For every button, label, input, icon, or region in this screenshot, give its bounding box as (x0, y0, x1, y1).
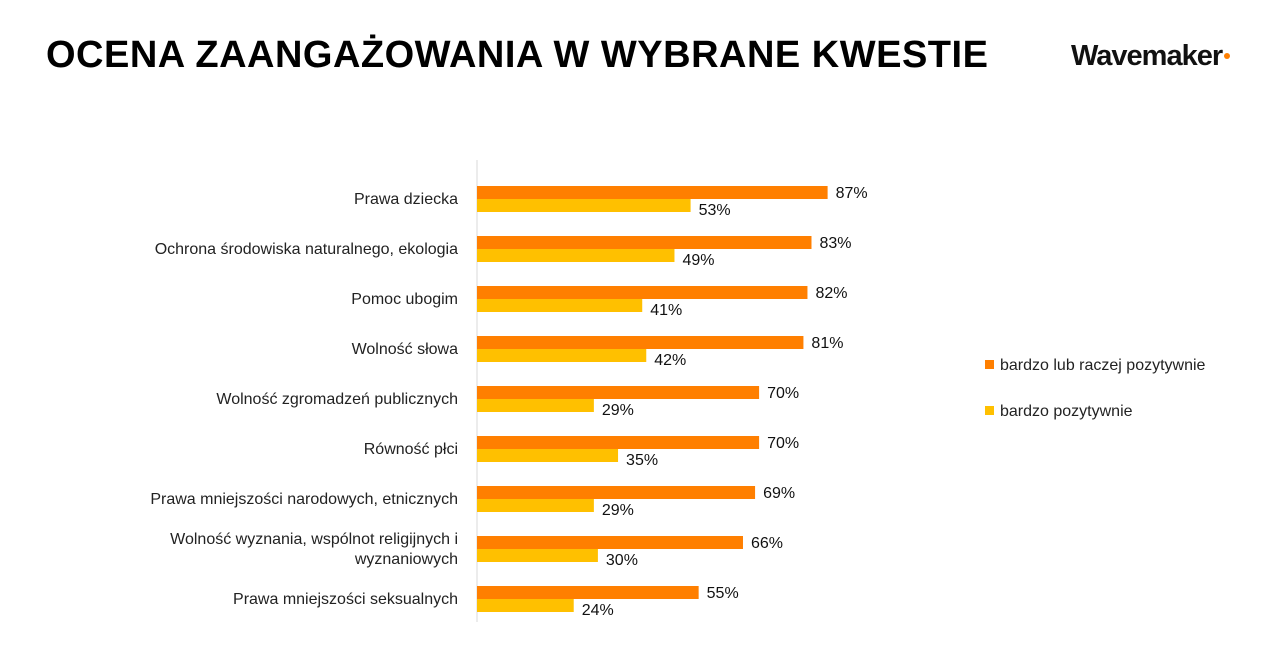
data-label: 82% (815, 285, 847, 302)
data-label: 29% (602, 402, 634, 419)
wavemaker-logo: Wavemaker (1071, 40, 1231, 73)
data-label: 70% (767, 435, 799, 452)
legend-label: bardzo pozytywnie (1000, 403, 1133, 420)
data-label: 42% (654, 352, 686, 369)
bar-very-positive (477, 399, 594, 412)
category-label: Wolność słowa (352, 341, 459, 358)
page-title: OCENA ZAANGAŻOWANIA W WYBRANE KWESTIE (46, 34, 989, 76)
data-label: 83% (819, 235, 851, 252)
data-label: 66% (751, 535, 783, 552)
data-label: 35% (626, 452, 658, 469)
category-label: wyznaniowych (354, 551, 458, 568)
data-label: 29% (602, 502, 634, 519)
data-label: 81% (811, 335, 843, 352)
bar-positive (477, 386, 760, 399)
bar-very-positive (477, 449, 619, 462)
category-label: Wolność zgromadzeń publicznych (216, 391, 458, 408)
bar-very-positive (477, 499, 594, 512)
bar-positive (477, 336, 804, 349)
bar-very-positive (477, 599, 574, 612)
bar-positive (477, 536, 743, 549)
bar-positive (477, 436, 760, 449)
bar-very-positive (477, 549, 598, 562)
bar-very-positive (477, 199, 691, 212)
category-label: Wolność wyznania, wspólnot religijnych i (170, 531, 458, 548)
bar-very-positive (477, 249, 675, 262)
legend-swatch (985, 360, 994, 369)
bar-positive (477, 486, 756, 499)
category-label: Ochrona środowiska naturalnego, ekologia (155, 241, 458, 258)
data-label: 70% (767, 385, 799, 402)
category-label: Prawa mniejszości narodowych, etnicznych (150, 491, 458, 508)
legend-label: bardzo lub raczej pozytywnie (1000, 357, 1206, 374)
category-label: Pomoc ubogim (351, 291, 458, 308)
category-label: Równość płci (364, 441, 458, 458)
data-label: 24% (582, 602, 614, 619)
data-label: 41% (650, 302, 682, 319)
bar-positive (477, 236, 812, 249)
category-label: Prawa dziecka (354, 191, 458, 208)
bar-very-positive (477, 299, 643, 312)
data-label: 53% (699, 202, 731, 219)
data-label: 87% (836, 185, 868, 202)
bar-very-positive (477, 349, 647, 362)
logo-dot-icon (1224, 53, 1231, 59)
data-label: 49% (682, 252, 714, 269)
bar-positive (477, 286, 808, 299)
bar-positive (477, 586, 699, 599)
logo-text: Wavemaker (1071, 40, 1223, 72)
bar-positive (477, 186, 828, 199)
data-label: 30% (606, 552, 638, 569)
data-label: 55% (707, 585, 739, 602)
data-label: 69% (763, 485, 795, 502)
legend-swatch (985, 406, 994, 415)
category-label: Prawa mniejszości seksualnych (233, 591, 458, 608)
